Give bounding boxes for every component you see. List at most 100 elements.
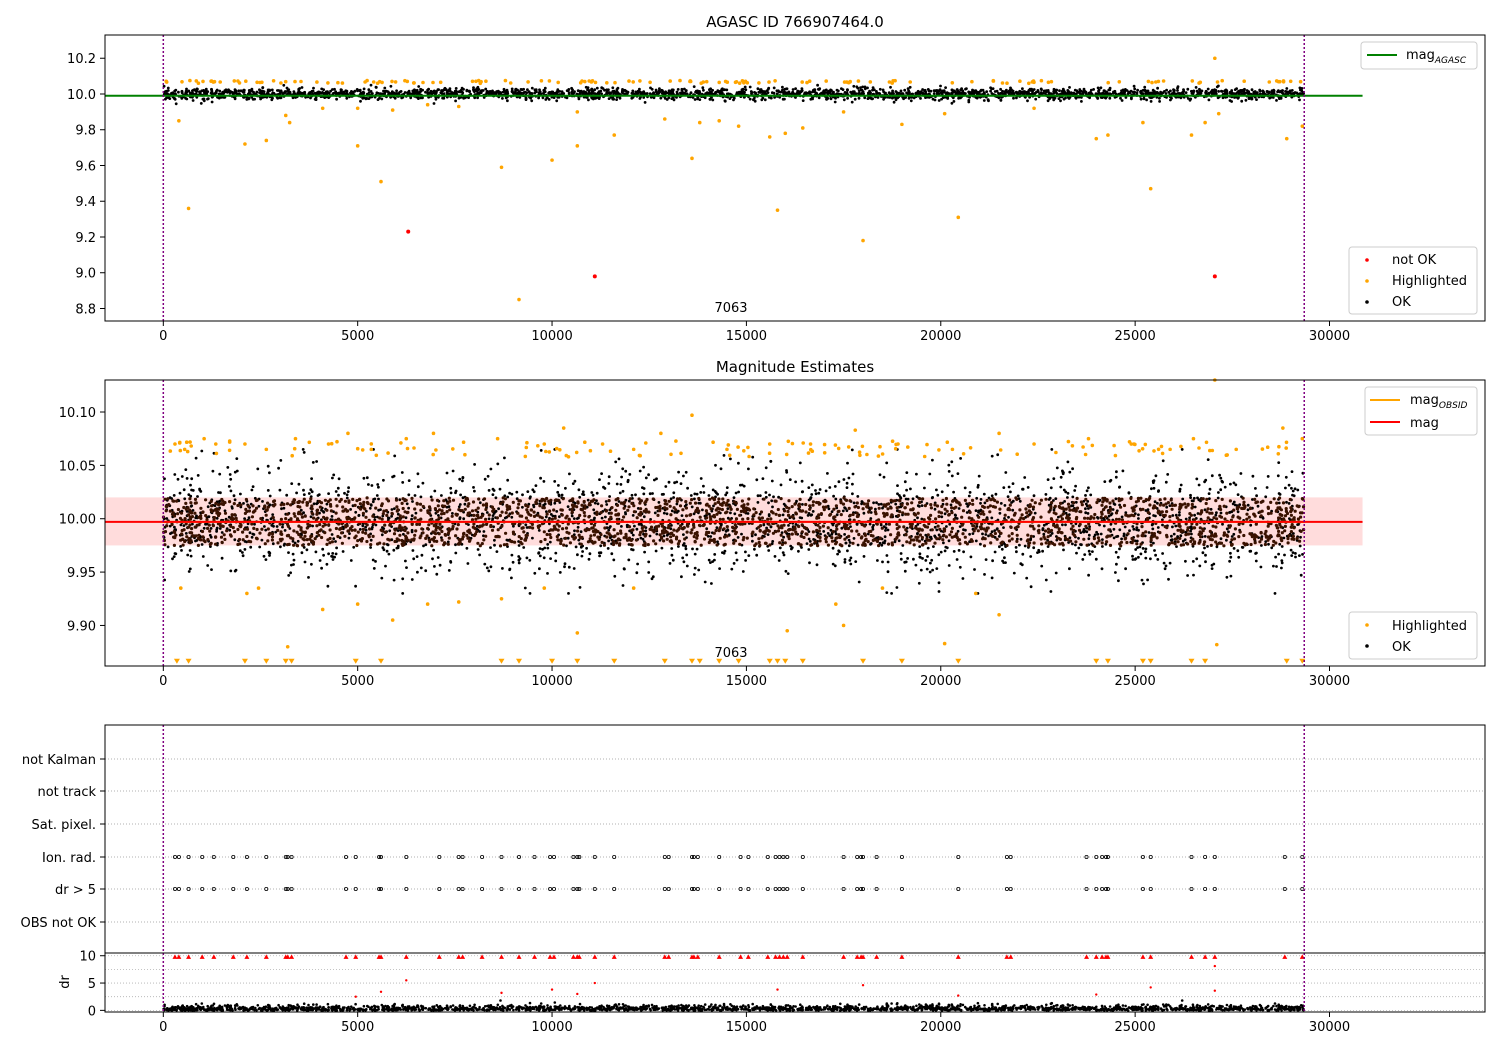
panel1-ok-point [252,90,256,94]
panel1-ok-point [472,89,476,93]
panel2-ok-point [292,558,296,562]
panel1-ok-point [356,89,359,93]
panel2-ok-point [1161,523,1164,527]
panel2-ok-point [993,529,997,532]
panel1-highlighted-point [1046,80,1051,85]
panel2-ok-point [261,500,264,503]
panel2-ok-point [416,472,420,476]
panel2-ok-point [485,511,489,514]
panel2-ok-point [1264,495,1268,499]
panel1-ok-point [1045,90,1048,94]
panel2-ok-point [334,552,338,556]
panel2-ok-point [817,491,821,495]
panel2-ok-point [975,496,979,500]
panel1-ok-point [658,90,662,94]
panel2-ok-point [529,495,532,499]
panel2-ok-point [1085,489,1089,493]
panel2-ok-point [401,577,405,581]
panel2-ok-point [702,484,705,488]
panel2-ok-point [624,469,628,473]
panel2-ok-point [1259,565,1263,569]
panel2-ok-point [392,548,396,552]
panel1-ok-point [1108,96,1112,100]
panel1-ok-point [300,86,304,89]
panel2-ok-point [810,513,814,517]
panel1-ok-point [1176,86,1179,90]
panel2-ok-point [369,546,372,549]
panel2-ok-point [1236,493,1240,496]
panel1-ok-point [758,88,762,92]
panel2-ok-point [491,493,495,496]
panel1-highlighted-point [699,81,703,85]
panel2-ok-point [396,546,400,550]
panel2-ok-point [1174,513,1178,517]
panel2-ok-point [1154,474,1158,478]
panel2-ok-point [679,482,683,485]
panel2-ok-point [677,470,680,474]
panel2-ok-point [307,492,311,495]
panel1-ok-point [824,88,828,92]
panel2-ok-point [770,479,774,483]
panel2-ok-point [196,495,199,498]
panel2-ok-point [777,559,781,562]
panel2-ok-point [510,553,514,557]
panel2-ok-point [937,581,941,585]
panel2-ok-point [1221,480,1224,484]
panel2-ok-point [1120,515,1124,519]
panel2-ok-point [948,522,952,526]
panel2-ok-point [983,501,987,505]
panel2-ok-point [1084,494,1087,497]
panel1-ok-point [599,89,603,93]
panel1-ok-point [999,87,1002,91]
panel2-ok-point [302,493,306,496]
panel2-ok-point [1193,513,1196,517]
panel2-ok-point [405,566,408,569]
panel1-highlighted-point [868,80,873,84]
panel1-ok-point [631,89,635,93]
panel2-ok-point [815,563,819,567]
panel2-ok-point [410,517,413,521]
panel2-ok-point [462,517,466,521]
panel1-highlighted-point [704,79,709,84]
panel1-highlighted-point [783,131,788,136]
panel2-ok-point [596,502,600,506]
panel2-ok-point [1239,472,1243,475]
panel2-ok-point [856,543,860,547]
panel1-ok-point [313,97,317,101]
panel2-ok-point [950,474,954,478]
panel2-ok-point [902,494,906,498]
panel1-ok-point [427,91,431,95]
panel2-ok-point [419,495,423,499]
panel1-ok-point [1105,90,1108,94]
panel2-ok-point [881,560,884,564]
panel2-ok-point [271,513,275,516]
panel2-ok-point [1233,503,1237,507]
panel2-ok-point [928,570,932,574]
panel1-ok-point [693,98,697,101]
panel2-ok-point [311,461,315,464]
panel1-ok-point [944,86,947,89]
panel2-ok-point [950,460,954,464]
panel1-ok-point [854,92,858,96]
panel1-ok-point [1169,98,1172,102]
panel2-ok-point [302,488,305,492]
panel2-ok-point [521,505,524,509]
panel1-ok-point [300,92,303,95]
panel2-ok-point [447,569,451,572]
panel2-ok-point [1179,483,1183,487]
panel1-ok-point [1158,100,1161,103]
panel2-ok-point [302,451,306,454]
panel1-ok-point [708,91,712,95]
panel2-ok-point [901,544,905,547]
panel2-ok-point [621,467,625,471]
panel2-ok-point [377,497,380,501]
panel2-ok-point [1046,545,1050,548]
panel1-ok-point [850,100,854,104]
panel2-ok-point [701,508,704,512]
panel1-ok-point [302,91,306,95]
panel2-ok-point [691,547,694,551]
panel2-ok-point [844,541,848,545]
panel1-ok-point [576,89,580,93]
panel1-ok-point [362,87,366,91]
panel2-ok-point [1071,467,1074,471]
